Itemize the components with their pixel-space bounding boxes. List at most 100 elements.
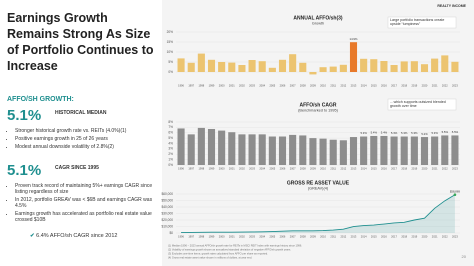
x-tick-label: 2002 (239, 167, 245, 171)
x-tick-label: 2018 (401, 235, 407, 239)
x-tick-label: 2009 (310, 84, 316, 88)
bar (218, 62, 226, 72)
y-tick-label: 4% (168, 141, 173, 145)
x-tick-label: 2011 (330, 167, 336, 171)
bar (390, 136, 398, 165)
value-label: 5.4% (381, 131, 388, 135)
bullet: Stronger historical growth rate vs. REIT… (15, 128, 163, 134)
x-tick-label: 1996 (178, 235, 184, 239)
x-tick-label: 2001 (229, 167, 235, 171)
bar (228, 132, 236, 165)
bullet-list: Stronger historical growth rate vs. REIT… (7, 128, 163, 151)
y-tick-label: $40,000 (161, 205, 173, 209)
bar (441, 135, 449, 165)
x-tick-label: 1998 (198, 84, 204, 88)
x-tick-label: 1997 (188, 84, 194, 88)
x-tick-label: 1999 (209, 167, 215, 171)
y-tick-label: 5% (168, 136, 173, 140)
bar (187, 62, 195, 72)
bar (309, 138, 317, 165)
bar (309, 72, 317, 75)
x-tick-label: 2022 (442, 84, 448, 88)
x-tick-label: 2012 (340, 235, 346, 239)
x-tick-label: 2006 (280, 167, 286, 171)
y-tick-label: 20% (167, 30, 174, 34)
x-tick-label: 2019 (411, 167, 417, 171)
y-tick-label: 10% (167, 50, 174, 54)
footnote: (2) Volatility of earnings growth shown … (168, 248, 291, 252)
bar (218, 130, 226, 165)
x-tick-label: 2005 (269, 235, 275, 239)
x-tick-label: 1998 (198, 167, 204, 171)
x-tick-label: 2002 (239, 235, 245, 239)
stat-value: 5.1% (7, 162, 42, 179)
chart-title: AFFO/sh CAGR (300, 102, 337, 108)
x-tick-label: 1997 (188, 235, 194, 239)
bar (248, 134, 256, 165)
chart-title: GROSS RE ASSET VALUE (287, 180, 350, 186)
x-tick-label: 2008 (300, 167, 306, 171)
x-tick-label: 2005 (269, 84, 275, 88)
x-tick-label: 2021 (432, 235, 438, 239)
x-tick-label: 2010 (320, 167, 326, 171)
bullet-list: Proven track record of maintaining 5%+ e… (7, 183, 163, 225)
x-tick-label: 1996 (178, 167, 184, 171)
x-tick-label: 2023 (452, 235, 458, 239)
x-tick-label: 2004 (259, 167, 265, 171)
stat-label: CAGR SINCE 1995 (55, 165, 99, 171)
x-tick-label: 2012 (340, 167, 346, 171)
line (181, 194, 456, 233)
value-label: 5.5% (442, 130, 449, 134)
bar (329, 66, 337, 72)
bar (360, 136, 368, 165)
bar (431, 58, 439, 72)
bar (177, 58, 185, 72)
bar (390, 65, 398, 72)
y-tick-label: $60,000 (161, 192, 173, 196)
y-tick-label: 3% (168, 147, 173, 151)
x-tick-label: 2008 (300, 84, 306, 88)
y-tick-label: $50,000 (161, 198, 173, 202)
x-tick-label: 2004 (259, 235, 265, 239)
x-tick-label: 2007 (290, 235, 296, 239)
x-tick-label: 2000 (219, 84, 225, 88)
value-label: 5.3% (360, 131, 367, 135)
x-tick-label: 2004 (259, 84, 265, 88)
bar (228, 62, 236, 72)
bar (451, 135, 459, 165)
bar (289, 54, 297, 72)
stat-label: HISTORICAL MEDIAN (55, 110, 107, 116)
bar (299, 135, 307, 165)
bar (370, 59, 378, 72)
x-tick-label: 1999 (209, 235, 215, 239)
bar (339, 140, 347, 165)
x-tick-label: 2014 (361, 167, 367, 171)
bar (197, 53, 205, 72)
bullet: Positive earnings growth in 25 of 26 yea… (15, 136, 163, 142)
x-tick-label: 2018 (401, 167, 407, 171)
bar (441, 55, 449, 72)
x-tick-label: 2005 (269, 167, 275, 171)
annotation-text: Large portfolio transactions create upsi… (390, 17, 445, 26)
bar (451, 61, 459, 72)
logo: REALTY INCOME (437, 4, 466, 8)
x-tick-label: 2020 (422, 235, 428, 239)
bar (278, 136, 287, 165)
bullet: Modest annual downside volatility of 2.8… (15, 144, 163, 150)
x-tick-label: 2019 (411, 84, 417, 88)
stat-value: 5.1% (7, 107, 42, 124)
x-tick-label: 2009 (310, 235, 316, 239)
bar (177, 128, 185, 165)
x-tick-label: 2007 (290, 167, 296, 171)
x-tick-label: 2012 (340, 84, 346, 88)
x-tick-label: 2014 (361, 235, 367, 239)
bar (258, 61, 266, 72)
annotation-box (387, 16, 457, 29)
value-label: 5.5% (452, 130, 459, 134)
x-tick-label: 2017 (391, 84, 397, 88)
bar (187, 134, 195, 165)
x-tick-label: 2021 (432, 167, 438, 171)
annotation: Large portfolio transactions create upsi… (390, 17, 445, 26)
x-tick-label: 2018 (401, 84, 407, 88)
